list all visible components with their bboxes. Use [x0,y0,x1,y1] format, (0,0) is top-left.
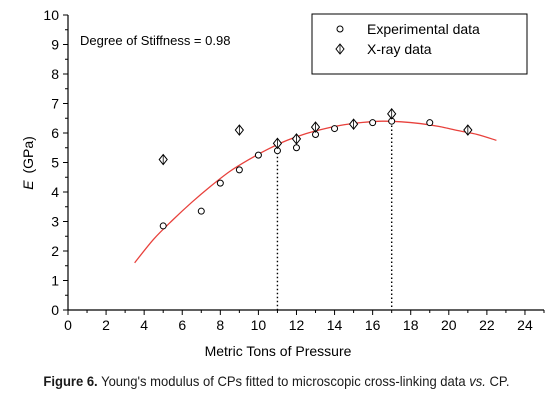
y-tick-label: 9 [51,37,59,53]
x-tick-label: 20 [441,317,457,333]
y-tick-label: 7 [51,96,59,112]
experimental-point [235,166,243,174]
x-tick-label: 22 [479,317,495,333]
experimental-point [426,119,434,127]
y-tick-label: 1 [51,273,59,289]
legend-marker-experimental [336,25,344,33]
data-markers [158,108,473,230]
stiffness-annotation: Degree of Stiffness = 0.98 [80,33,230,48]
y-axis-symbol: E [20,180,36,190]
caption-text: Young's modulus of CPs fitted to microsc… [97,373,470,389]
caption-label: Figure 6. [43,373,98,389]
x-tick-label: 10 [251,317,267,333]
x-tick-label: 4 [140,317,148,333]
x-tick-label: 18 [403,317,419,333]
legend-marker-xray [335,43,345,55]
y-tick-label: 4 [51,184,59,200]
y-tick-label: 2 [51,243,59,259]
y-tick-label: 0 [51,302,59,318]
y-tick-label: 3 [51,214,59,230]
x-tick-label: 24 [517,317,533,333]
experimental-point [331,125,339,133]
x-tick-label: 0 [64,317,72,333]
x-axis-title: Metric Tons of Pressure [205,343,352,359]
x-tick-label: 16 [365,317,381,333]
xray-point [310,121,321,133]
experimental-point [159,222,167,230]
y-tick-label: 8 [51,66,59,82]
xray-point [387,108,397,120]
x-tick-label: 2 [102,317,110,333]
xray-point [291,133,302,145]
caption-tail: CP. [485,373,510,389]
fit-curve [134,120,497,264]
xray-point [158,153,168,166]
xray-point [234,124,245,136]
y-axis-title: E (GPa) [20,136,36,190]
legend: Experimental data X-ray data [311,13,528,75]
x-tick-label: 8 [216,317,224,333]
experimental-point [216,179,224,187]
legend-label-xray: X-ray data [367,41,432,57]
x-tick-label: 6 [178,317,186,333]
xray-point [463,124,473,136]
y-tick-label: 6 [51,125,59,141]
reference-lines [276,121,393,310]
legend-label-experimental: Experimental data [367,21,480,37]
y-tick-label: 5 [51,155,59,171]
experimental-point [369,119,377,127]
experimental-point [254,151,262,159]
figure-caption: Figure 6. Young's modulus of CPs fitted … [19,373,533,389]
caption-vs: vs. [469,373,486,389]
legend-box [311,13,528,75]
experimental-point [292,144,300,152]
experimental-point [197,207,205,215]
xray-point [348,118,359,130]
y-tick-label: 10 [43,7,59,23]
x-tick-label: 12 [289,317,305,333]
y-axis-unit: (GPa) [20,136,36,173]
xray-point [272,137,283,150]
x-tick-label: 14 [327,317,343,333]
